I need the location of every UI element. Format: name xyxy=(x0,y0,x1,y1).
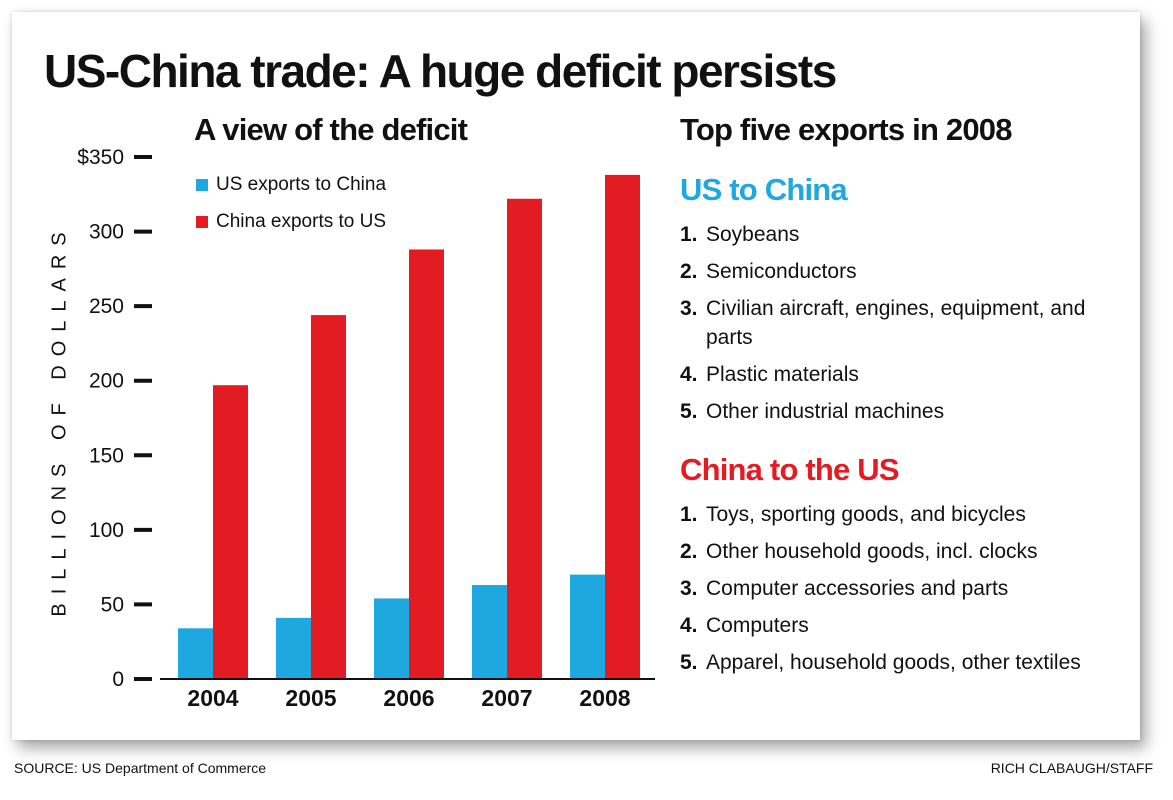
bar-us-exports xyxy=(570,574,605,679)
bar-china-exports xyxy=(605,174,640,679)
x-tick-label: 2004 xyxy=(187,685,238,711)
legend-label-china-exports: China exports to US xyxy=(216,210,387,232)
list-item: 4. Computers xyxy=(680,607,1120,644)
list-item-number: 2. xyxy=(680,260,698,283)
list-item-text: Semiconductors xyxy=(706,260,857,283)
bar-china-exports xyxy=(213,385,248,679)
china-to-us-heading: China to the US xyxy=(680,452,900,487)
list-item: 3. Computer accessories and parts xyxy=(680,570,1120,607)
bar-us-exports xyxy=(472,585,507,679)
top-exports-title: Top five exports in 2008 xyxy=(680,112,1012,147)
bar-us-exports xyxy=(178,628,213,679)
legend-swatch-us-exports xyxy=(196,178,208,191)
chart-title: A view of the deficit xyxy=(194,112,468,147)
us-to-china-list: 1. Soybeans 2. Semiconductors 3. Civilian a… xyxy=(680,216,1120,430)
y-axis-label: BILLIONS OF DOLLARS xyxy=(48,223,71,617)
list-item: 2. Other household goods, incl. clocks xyxy=(680,533,1120,570)
list-item: 3. Civilian aircraft, engines, equipment,… xyxy=(680,290,1120,356)
list-item-number: 4. xyxy=(680,363,698,386)
list-item-number: 5. xyxy=(680,651,698,674)
legend-label-us-exports: US exports to China xyxy=(216,173,387,195)
legend-swatch-china-exports xyxy=(196,215,208,228)
list-item: 5. Other industrial machines xyxy=(680,393,1120,430)
list-item-number: 3. xyxy=(680,297,698,320)
list-item: 1. Soybeans xyxy=(680,216,1120,253)
legend-item-china-exports: China exports to US xyxy=(196,203,386,240)
us-to-china-heading: US to China xyxy=(680,172,848,207)
y-tick-label: 0 xyxy=(112,668,124,691)
list-item-text: Computers xyxy=(706,614,809,637)
list-item: 1. Toys, sporting goods, and bicycles xyxy=(680,496,1120,533)
list-item-text: Computer accessories and parts xyxy=(706,577,1009,600)
y-tick-label: 50 xyxy=(101,593,124,616)
list-item-number: 2. xyxy=(680,540,698,563)
chart-legend: US exports to China China exports to US xyxy=(196,166,386,240)
list-item: 5. Apparel, household goods, other textil… xyxy=(680,644,1120,681)
page-title: US-China trade: A huge deficit persists xyxy=(44,45,837,97)
y-tick-label: 250 xyxy=(89,295,124,318)
list-item: 4. Plastic materials xyxy=(680,356,1120,393)
list-item-number: 5. xyxy=(680,400,698,423)
list-item-text: Civilian aircraft, engines, equipment, a… xyxy=(706,297,1086,349)
y-tick-label: 150 xyxy=(89,444,124,467)
list-item: 2. Semiconductors xyxy=(680,253,1120,290)
list-item-text: Toys, sporting goods, and bicycles xyxy=(706,503,1026,526)
legend-item-us-exports: US exports to China xyxy=(196,166,386,203)
bar-us-exports xyxy=(276,617,311,679)
y-tick-label: 100 xyxy=(89,519,124,542)
y-tick-label: 200 xyxy=(89,370,124,393)
credit-note: RICH CLABAUGH/STAFF xyxy=(990,760,1153,776)
y-tick-label: 300 xyxy=(89,221,124,244)
top-exports-panel: Top five exports in 2008 US to China 1. S… xyxy=(680,112,1120,681)
bar-china-exports xyxy=(311,315,346,679)
list-item-text: Plastic materials xyxy=(706,363,859,386)
x-tick-label: 2005 xyxy=(285,685,336,711)
bar-us-exports xyxy=(374,598,409,679)
china-to-us-list: 1. Toys, sporting goods, and bicycles 2. O… xyxy=(680,496,1120,681)
bar-china-exports xyxy=(507,198,542,679)
list-item-text: Apparel, household goods, other textiles xyxy=(706,651,1081,674)
source-note: SOURCE: US Department of Commerce xyxy=(14,760,267,776)
list-item-text: Other household goods, incl. clocks xyxy=(706,540,1038,563)
y-tick-label: $350 xyxy=(77,146,124,169)
x-tick-label: 2008 xyxy=(579,685,630,711)
bar-china-exports xyxy=(409,249,444,679)
list-item-number: 1. xyxy=(680,503,698,526)
list-item-number: 3. xyxy=(680,577,698,600)
list-item-text: Other industrial machines xyxy=(706,400,945,423)
list-item-number: 4. xyxy=(680,614,698,637)
list-item-text: Soybeans xyxy=(706,223,800,246)
x-tick-label: 2007 xyxy=(481,685,532,711)
x-tick-label: 2006 xyxy=(383,685,434,711)
list-item-number: 1. xyxy=(680,223,698,246)
bar-chart: 0 50 100 150 200 250 300 $350 2004 2005 2006 2007 20… xyxy=(77,146,655,711)
